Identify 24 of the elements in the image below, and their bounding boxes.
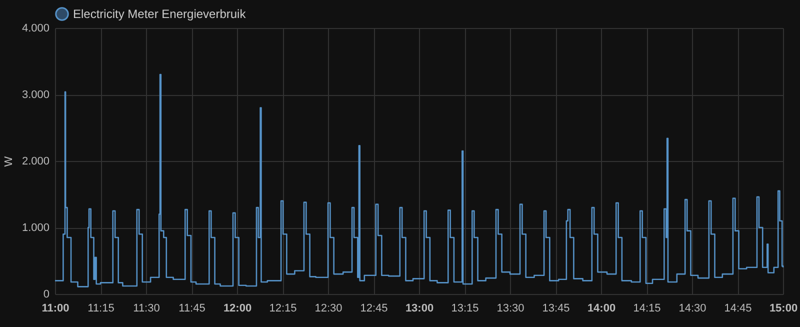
y-axis-title: W xyxy=(2,156,15,167)
x-tick-label: 13:15 xyxy=(451,302,479,314)
x-tick-label: 14:30 xyxy=(678,302,706,314)
x-tick-label: 13:00 xyxy=(405,302,434,314)
legend-label: Electricity Meter Energieverbruik xyxy=(73,7,247,21)
x-tick-label: 13:45 xyxy=(542,302,570,314)
x-tick-label: 14:00 xyxy=(587,302,616,314)
x-tick-label: 12:30 xyxy=(314,302,342,314)
x-tick-label: 15:00 xyxy=(769,302,798,314)
x-tick-label: 11:45 xyxy=(178,302,206,314)
x-tick-label: 11:30 xyxy=(133,302,160,314)
x-tick-label: 12:00 xyxy=(223,302,252,314)
x-tick-label: 14:45 xyxy=(724,302,752,314)
x-tick-label: 11:15 xyxy=(88,302,114,314)
x-tick-label: 11:00 xyxy=(42,302,70,314)
y-tick-label: 2.000 xyxy=(22,156,50,168)
x-tick-label: 12:15 xyxy=(269,302,297,314)
x-tick-label: 14:15 xyxy=(633,302,661,314)
y-tick-label: 0 xyxy=(43,288,50,300)
y-tick-label: 4.000 xyxy=(22,22,50,34)
x-tick-label: 12:45 xyxy=(360,302,388,314)
y-tick-label: 1.000 xyxy=(22,222,50,234)
x-tick-label: 13:30 xyxy=(496,302,524,314)
y-tick-label: 3.000 xyxy=(22,89,50,101)
